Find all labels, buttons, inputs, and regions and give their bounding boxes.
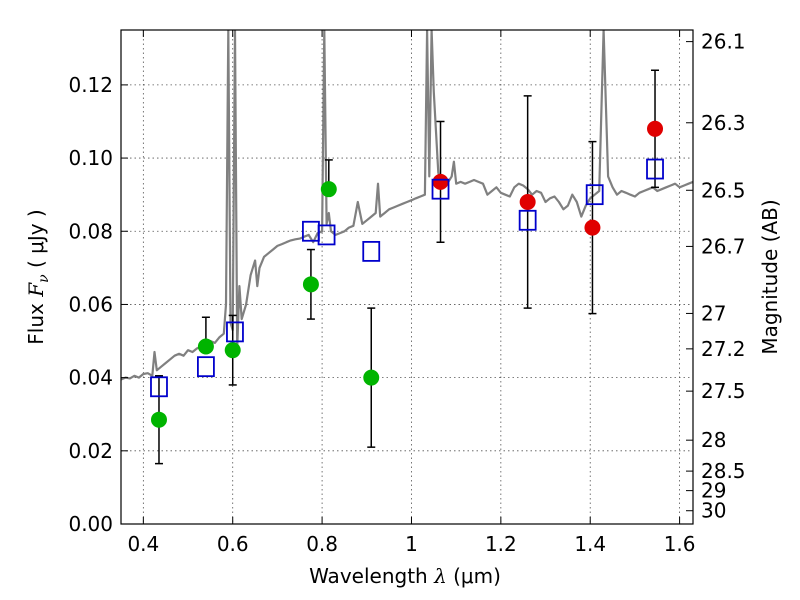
magnitude-tick-label: 26.7 [701,234,746,258]
green-photometry-point [320,181,337,198]
y-axis-ticks: 0.00 0.02 0.04 0.06 0.08 0.10 0.12 [68,73,128,536]
green-photometry-point [197,338,214,355]
x-tick-label: 0.4 [127,532,159,556]
x-tick-label: 1.2 [485,532,517,556]
y-axis-title-unit: ( μJy ) [24,209,48,268]
y-axis-title-subscript: ν [36,274,52,283]
red-photometry-point [584,219,601,236]
spectrum-line [121,30,693,381]
magnitude-tick-label: 28 [701,428,726,452]
y-tick-label: 0.02 [68,439,113,463]
plot-frame [120,29,694,525]
model-photometry-square [646,158,664,180]
magnitude-axis-title: Magnitude (AB) [758,199,782,354]
magnitude-tick-label: 26.3 [701,111,746,135]
y-axis-title-symbol: F [24,282,48,298]
x-tick-label: 0.8 [306,532,338,556]
model-photometry-square [518,209,537,231]
x-axis-title-text: Wavelength [309,564,428,588]
model-photometry-square [431,178,450,200]
green-photometry-point [150,411,167,428]
magnitude-tick-label: 26.1 [701,30,746,54]
green-photometry-point [224,342,241,359]
model-photometry-square [585,184,604,206]
green-photometry-point [363,369,380,386]
x-tick-label: 0.6 [217,532,249,556]
y-axis-title: Flux Fν ( μJy ) [24,209,52,344]
y-tick-label: 0.08 [68,219,113,243]
y-axis-title-text: Flux [24,303,48,345]
y-tick-label: 0.10 [68,146,113,170]
model-photometry-square [197,356,215,378]
model-photometry-square [150,376,168,398]
model-photometry-square [226,321,244,343]
x-axis-title-symbol: λ [433,564,447,588]
y-tick-label: 0.04 [68,366,113,390]
x-tick-label: 1.4 [574,532,606,556]
model-photometry-square [362,240,381,262]
magnitude-tick-label: 27.5 [701,379,746,403]
x-tick-label: 1.6 [664,532,696,556]
magnitude-tick-label: 29 [701,479,726,503]
y-tick-label: 0.06 [68,292,113,316]
model-photometry-square [317,224,336,246]
magnitude-tick-label: 26.5 [701,178,746,202]
magnitude-tick-label: 27.2 [701,337,746,361]
x-tick-label: 1 [405,532,418,556]
spectrum-layer [121,30,693,381]
red-photometry-point [647,120,664,137]
green-photometry-point [302,276,319,293]
magnitude-tick-label: 28.5 [701,459,746,483]
magnitude-tick-label: 27 [701,301,726,325]
red-photometry-point [519,193,536,210]
x-axis-title: Wavelength λ (μm) [309,564,501,588]
y-tick-label: 0.00 [68,512,113,536]
marker-layer [150,120,664,428]
magnitude-tick-label: 30 [701,499,726,523]
red-photometry-point [432,173,449,190]
y-tick-label: 0.12 [68,73,113,97]
x-axis-ticks: 0.4 0.6 0.8 1 1.2 1.4 1.6 [127,30,696,556]
x-axis-title-unit: (μm) [453,564,501,588]
